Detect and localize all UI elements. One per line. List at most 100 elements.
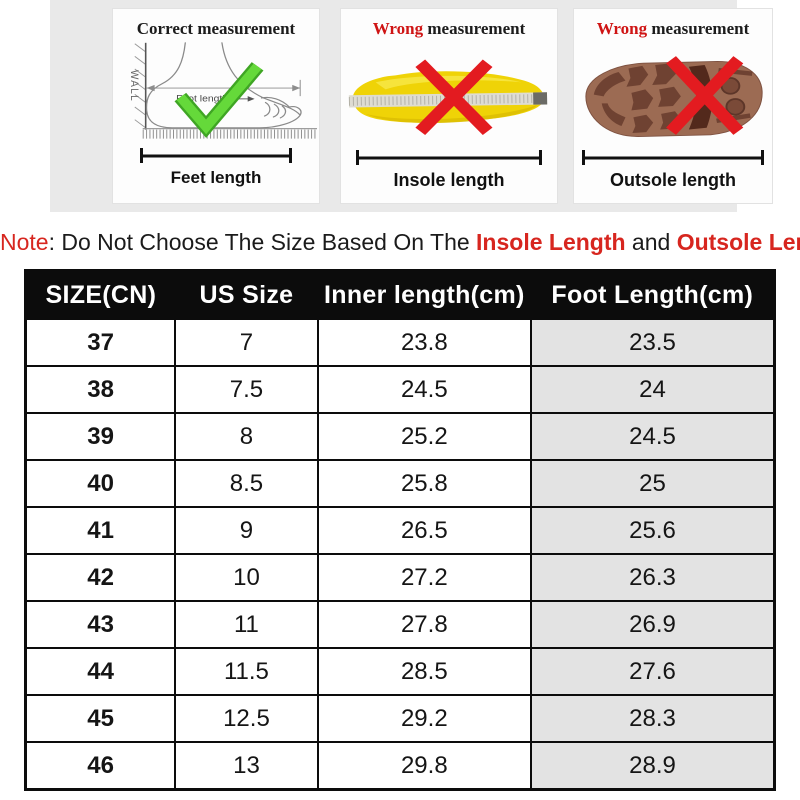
cell-size: 40	[24, 459, 177, 508]
cell-inner: 26.5	[316, 506, 533, 555]
insole-shade	[365, 105, 538, 124]
outsole-illustration	[585, 56, 763, 137]
cell-foot: 24.5	[530, 412, 776, 461]
table-row: 46 13 29.8 28.9	[24, 741, 776, 791]
panel-wrong-outsole: Wrong measurement	[573, 8, 773, 204]
label-arrow-head-icon	[247, 96, 255, 102]
size-table-header: SIZE(CN) US Size Inner length(cm) Foot L…	[25, 270, 776, 320]
feet-length-caption: Feet length	[170, 168, 262, 187]
cell-inner: 25.8	[316, 459, 533, 508]
insole-highlight	[375, 75, 522, 90]
cell-us: 8.5	[174, 459, 319, 508]
header-row: SIZE(CN) US Size Inner length(cm) Foot L…	[25, 270, 776, 320]
size-table: SIZE(CN) US Size Inner length(cm) Foot L…	[24, 269, 776, 791]
table-row: 39 8 25.2 24.5	[24, 412, 776, 461]
measurement-word: measurement	[423, 19, 526, 38]
cell-inner: 23.8	[316, 318, 533, 367]
cell-foot: 25.6	[530, 506, 776, 555]
cell-foot: 26.9	[530, 600, 776, 649]
wrong-word: Wrong	[596, 19, 648, 38]
cell-us: 9	[174, 506, 319, 555]
cell-size: 46	[24, 741, 177, 791]
table-row: 38 7.5 24.5 24	[24, 365, 776, 414]
measure-bracket	[582, 150, 764, 165]
note-accent: Note	[0, 229, 49, 255]
cell-size: 39	[24, 412, 177, 461]
panel-wrong-insole: Wrong measurement Insole le	[340, 8, 558, 204]
measure-bracket	[356, 150, 542, 165]
note-highlight-outsole: Outsole Length	[676, 229, 800, 255]
cell-inner: 25.2	[316, 412, 533, 461]
panel-correct-measurement: Correct measurement WALL Foot length	[112, 8, 320, 204]
size-note: Note: Do Not Choose The Size Based On Th…	[0, 229, 800, 256]
table-row: 37 7 23.8 23.5	[24, 318, 776, 367]
tread-pattern	[593, 63, 682, 134]
header-size-cn: SIZE(CN)	[25, 270, 176, 320]
foot-measure-illustration: WALL Foot length	[128, 42, 318, 139]
cell-size: 38	[24, 365, 177, 414]
cell-size: 42	[24, 553, 177, 602]
cross-icon	[666, 56, 744, 135]
note-body: Do Not Choose The Size Based On The	[61, 229, 477, 255]
table-row: 45 12.5 29.2 28.3	[24, 694, 776, 743]
cell-size: 43	[24, 600, 177, 649]
cell-us: 13	[174, 741, 319, 791]
wall-label: WALL	[128, 70, 139, 102]
note-highlight-insole: Insole Length	[476, 229, 626, 255]
size-table-body: 37 7 23.8 23.5 38 7.5 24.5 24 39 8 25.2 …	[24, 318, 776, 791]
cell-us: 12.5	[174, 694, 319, 743]
insole-length-caption: Insole length	[393, 170, 505, 190]
header-foot-length: Foot Length(cm)	[530, 270, 776, 320]
panel-insole-title: Wrong measurement	[341, 19, 557, 39]
cell-size: 44	[24, 647, 177, 696]
measure-bracket	[140, 148, 292, 163]
cell-us: 10	[174, 553, 319, 602]
cell-size: 37	[24, 318, 177, 367]
measurement-illustrations: Correct measurement WALL Foot length	[0, 0, 800, 212]
table-row: 41 9 26.5 25.6	[24, 506, 776, 555]
header-inner-length: Inner length(cm)	[317, 270, 532, 320]
cell-us: 7	[174, 318, 319, 367]
insole-illustration	[348, 59, 548, 136]
cell-us: 11	[174, 600, 319, 649]
table-row: 42 10 27.2 26.3	[24, 553, 776, 602]
cell-foot: 25	[530, 459, 776, 508]
wrong-word: Wrong	[372, 19, 424, 38]
illustration-strip-background: Correct measurement WALL Foot length	[50, 0, 773, 212]
cell-foot: 23.5	[530, 318, 776, 367]
cross-icon	[415, 59, 493, 136]
cell-foot: 28.3	[530, 694, 776, 743]
arrow-right-icon	[292, 84, 301, 92]
note-colon: :	[48, 229, 62, 255]
foot-outline-icon	[145, 42, 302, 129]
cell-us: 8	[174, 412, 319, 461]
table-row: 43 11 27.8 26.9	[24, 600, 776, 649]
panel-correct-title: Correct measurement	[136, 19, 296, 38]
cell-foot: 27.6	[530, 647, 776, 696]
cell-us: 11.5	[174, 647, 319, 696]
cell-inner: 29.2	[316, 694, 533, 743]
panel-outsole-title: Wrong measurement	[574, 19, 772, 39]
wall-hatch-icon	[134, 43, 146, 129]
cell-size: 45	[24, 694, 177, 743]
cell-us: 7.5	[174, 365, 319, 414]
arrow-left-icon	[146, 84, 155, 92]
table-row: 40 8.5 25.8 25	[24, 459, 776, 508]
measurement-word: measurement	[647, 19, 750, 38]
cell-inner: 24.5	[316, 365, 533, 414]
cell-foot: 24	[530, 365, 776, 414]
foot-length-label: Foot length	[176, 94, 228, 104]
check-icon	[176, 63, 262, 135]
cell-inner: 29.8	[316, 741, 533, 791]
cell-inner: 27.2	[316, 553, 533, 602]
cell-inner: 28.5	[316, 647, 533, 696]
cell-foot: 26.3	[530, 553, 776, 602]
table-row: 44 11.5 28.5 27.6	[24, 647, 776, 696]
header-us-size: US Size	[174, 270, 319, 320]
cell-foot: 28.9	[530, 741, 776, 791]
cell-inner: 27.8	[316, 600, 533, 649]
cell-size: 41	[24, 506, 177, 555]
note-conjunction: and	[625, 229, 677, 255]
outsole-length-caption: Outsole length	[610, 170, 736, 190]
